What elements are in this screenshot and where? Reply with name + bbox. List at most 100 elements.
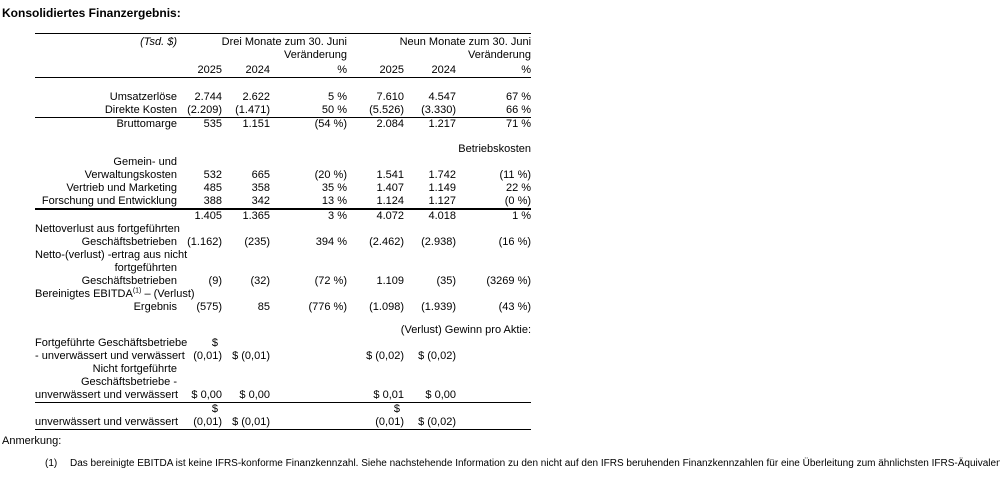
row-bruttomarge: Bruttomarge 535 1.151 (54 %) 2.084 1.217… (35, 118, 531, 132)
cell-n2024: 4.018 (428, 210, 456, 222)
cell-qpct: 5 % (328, 91, 347, 103)
cell-q2025: 485 (203, 182, 222, 194)
cell-n2025: (5.526) (347, 104, 404, 118)
cell-q2024: $ (0,01) (222, 402, 270, 430)
row-eps-nicht-fortgefuehrt: Nicht fortgeführte Geschäftsbetriebe - u… (35, 363, 532, 403)
label-line: Gemein- und (113, 156, 177, 168)
cell-q2025: (1.162) (187, 236, 222, 248)
cell-qpct (270, 363, 347, 403)
cell-q2024: 358 (251, 182, 270, 194)
cell-q2024: 665 (251, 169, 270, 181)
cell-q2024: (32) (250, 275, 270, 287)
page-title: Konsolidiertes Finanzergebnis: (2, 6, 181, 20)
cell-npct: (0 %) (456, 195, 532, 210)
cell-npct: 1 % (512, 210, 532, 222)
spacer-row (35, 78, 531, 92)
pct-header-q: % (270, 62, 347, 78)
cell-npct (456, 337, 531, 363)
header-row-change: Veränderung Veränderung (35, 49, 531, 62)
change-label-q: Veränderung (284, 49, 347, 61)
label-line: Netto-(verlust) -ertrag aus nicht (35, 249, 188, 261)
row-vertrieb-marketing: Vertrieb und Marketing 485 358 35 % 1.40… (35, 182, 531, 195)
cell-label: Umsatzerlöse (109, 91, 177, 103)
ebitda-label-suffix: – (Verlust) (141, 288, 195, 300)
footnote: (1) Das bereinigte EBITDA ist keine IFRS-… (0, 458, 1000, 470)
cell-qpct: (20 %) (314, 169, 347, 181)
label-line: fortgeführten (114, 262, 177, 274)
cell-npct: (3269 %) (486, 275, 532, 287)
cell-label: Vertrieb und Marketing (66, 182, 177, 194)
header-row-groups: (Tsd. $) Drei Monate zum 30. Juni Neun M… (35, 33, 532, 49)
cell-q2025: 532 (203, 169, 222, 181)
cell-qpct: 3 % (328, 210, 347, 222)
cell-n2024: 1.217 (428, 118, 456, 130)
cell-q2024: 85 (257, 301, 270, 313)
row-nettoverlust-fortgefuehrt: Nettoverlust aus fortgeführten Geschäfts… (35, 223, 531, 249)
cell-qpct (270, 337, 347, 363)
cell-n2025: 4.072 (376, 210, 404, 222)
row-bereinigtes-ebitda: Bereinigtes EBITDA(1) – (Verlust) Ergebn… (35, 287, 531, 314)
cell-q2024: 1.151 (242, 118, 270, 130)
cell-npct (456, 402, 532, 430)
cell-n2025: 1.124 (347, 195, 404, 210)
cell-n2024: $ (0,02) (418, 350, 456, 362)
cell-qpct: (54 %) (314, 118, 347, 130)
cell-label: (Verlust) Gewinn pro Aktie: (400, 324, 532, 336)
cell-qpct: 50 % (270, 104, 347, 118)
cell-q2024: 1.365 (242, 210, 270, 222)
label-line: Geschäftsbetrieben (81, 275, 177, 287)
label-line: Nicht fortgeführte (92, 363, 177, 375)
cell-npct: 67 % (505, 91, 532, 103)
empty-cell (347, 49, 456, 62)
label-line: Ergebnis (133, 301, 177, 313)
cell-n2025: 1.407 (376, 182, 404, 194)
empty-cell (177, 49, 270, 62)
label-line: - unverwässert und verwässert (35, 350, 185, 362)
cell-n2024: (2.938) (421, 236, 456, 248)
row-betriebskosten-header: Betriebskosten (35, 143, 531, 156)
cell-npct: (16 %) (498, 236, 532, 248)
label-line: Bereinigtes EBITDA(1) – (Verlust) (35, 287, 195, 301)
row-eps-header: (Verlust) Gewinn pro Aktie: (35, 324, 531, 337)
year-n-2024: 2024 (404, 62, 456, 78)
cell-n2024: (3.330) (404, 104, 456, 118)
cell-q2025: $ 0,00 (177, 363, 222, 403)
cell-label: Fortgeführte Geschäftsbetriebe - unverwä… (35, 337, 187, 363)
cell-q2025: 388 (177, 195, 222, 210)
cell-label: Netto-(verlust) -ertrag aus nicht fortge… (35, 249, 188, 288)
cell-n2024: $ 0,00 (404, 363, 456, 403)
cell-n2025: $ (0,01) (347, 402, 404, 430)
header-row-years: 2025 2024 % 2025 2024 % (35, 62, 532, 78)
cell-n2025: (1.098) (369, 301, 404, 313)
cell-label: Bruttomarge (116, 118, 177, 130)
cell-n2024: 4.547 (428, 91, 456, 103)
cell-n2024: 1.149 (428, 182, 456, 194)
cell-label (35, 209, 177, 223)
dollar-sign: $ (393, 403, 400, 415)
footnote-text: Das bereinigte EBITDA ist keine IFRS-kon… (70, 458, 1000, 469)
cell-q2024: 2.622 (242, 91, 270, 103)
label-line: Geschäftsbetriebe - (81, 376, 177, 388)
row-umsatzerloese: Umsatzerlöse 2.744 2.622 5 % 7.610 4.547… (35, 91, 531, 104)
empty-cell (35, 62, 177, 78)
label-line: Verwaltungskosten (84, 169, 177, 181)
change-label-n: Veränderung (468, 49, 532, 61)
cell-q2025: $ (0,01) (177, 337, 222, 363)
financial-table: (Tsd. $) Drei Monate zum 30. Juni Neun M… (35, 33, 532, 430)
cell-n2025: $ 0,01 (347, 363, 404, 403)
value-line: (0,01) (193, 416, 222, 428)
row-gemein-verwaltungskosten: Gemein- und Verwaltungskosten 532 665 (2… (35, 156, 531, 182)
cell-n2024: $ (0,02) (404, 402, 456, 430)
cell-npct: (11 %) (499, 169, 532, 181)
cell-qpct: 394 % (315, 236, 347, 248)
table-header: (Tsd. $) Drei Monate zum 30. Juni Neun M… (35, 33, 532, 78)
cell-q2024: $ 0,00 (222, 363, 270, 403)
row-direkte-kosten: Direkte Kosten (2.209) (1.471) 50 % (5.5… (35, 104, 532, 118)
year-n-2025: 2025 (347, 62, 404, 78)
unit-label: (Tsd. $) (35, 33, 177, 49)
cell-q2025: 2.744 (194, 91, 222, 103)
cell-n2025: $ (0,02) (366, 350, 404, 362)
footnote-ref: (1) (132, 287, 142, 295)
cell-q2025: 1.405 (194, 210, 222, 222)
